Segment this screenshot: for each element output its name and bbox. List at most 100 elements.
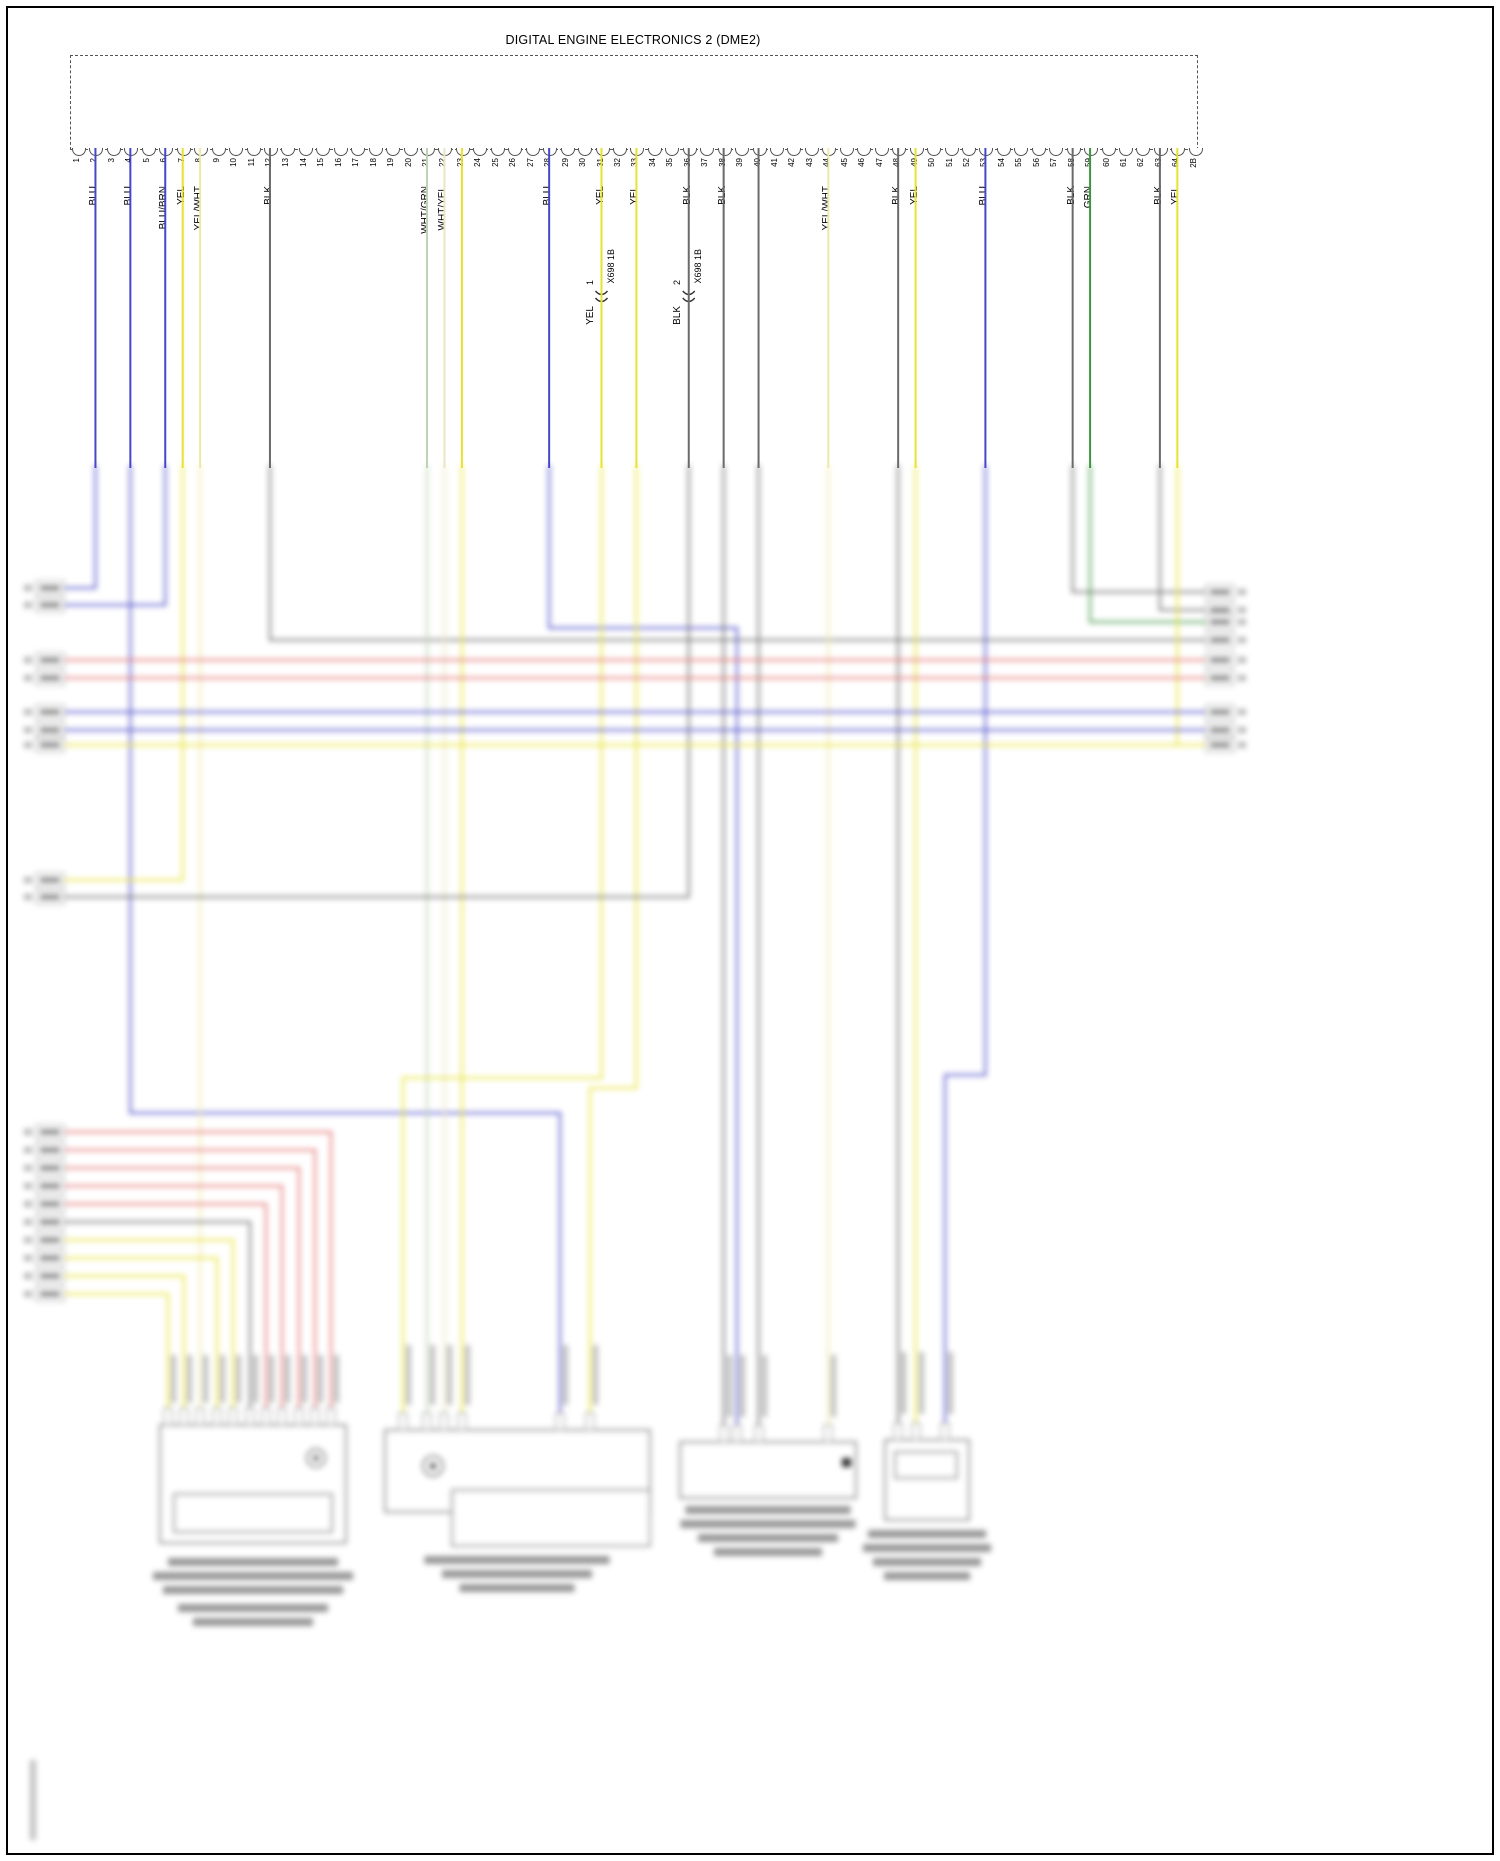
blurred-stub-number bbox=[1238, 742, 1246, 748]
blurred-text-line bbox=[168, 1558, 338, 1566]
component-3-marker bbox=[842, 1458, 851, 1467]
blurred-stub-number bbox=[24, 894, 32, 900]
wire-segment bbox=[1158, 465, 1206, 611]
blurred-stub-label bbox=[40, 1201, 60, 1207]
wire-segment bbox=[64, 1221, 251, 1425]
blurred-stub-number bbox=[24, 1129, 32, 1135]
wire-segment bbox=[1089, 465, 1206, 623]
component-pin bbox=[732, 1424, 742, 1443]
component-1-inner-box bbox=[173, 1493, 333, 1533]
blurred-stub-number bbox=[24, 657, 32, 663]
blurred-stub-number bbox=[1238, 727, 1246, 733]
blurred-stub-label bbox=[40, 1291, 60, 1297]
blurred-text-line bbox=[442, 1570, 592, 1578]
wire-segment bbox=[64, 1131, 332, 1425]
component-4-inner-box bbox=[894, 1451, 958, 1479]
wire-segment bbox=[268, 465, 1206, 641]
component-pin bbox=[422, 1412, 432, 1431]
component-pin bbox=[719, 1424, 729, 1443]
component-pin bbox=[940, 1422, 950, 1441]
component-pin bbox=[245, 1407, 255, 1426]
pin-bump bbox=[525, 148, 540, 156]
blurred-stub-label bbox=[40, 657, 60, 663]
blurred-content bbox=[0, 465, 1500, 1861]
blurred-wire-label bbox=[465, 1345, 470, 1405]
blurred-text-line bbox=[459, 1584, 575, 1592]
wire-segment bbox=[600, 148, 603, 468]
component-1-box bbox=[159, 1424, 347, 1544]
component-1-symbol-dot bbox=[313, 1455, 319, 1461]
blurred-text-line bbox=[680, 1520, 856, 1528]
blurred-wire-label bbox=[831, 1355, 836, 1417]
blurred-wire-label bbox=[563, 1345, 568, 1405]
pin-bump bbox=[490, 148, 505, 156]
blurred-wire-label bbox=[919, 1352, 924, 1414]
component-pin bbox=[228, 1407, 238, 1426]
blurred-stub-label bbox=[1210, 675, 1230, 681]
blurred-stub-label bbox=[1210, 637, 1230, 643]
wire-segment bbox=[1158, 148, 1161, 468]
component-pin bbox=[326, 1407, 336, 1426]
wire-segment bbox=[64, 1275, 185, 1425]
blurred-stub-number bbox=[24, 1147, 32, 1153]
blurred-stub-number bbox=[24, 585, 32, 591]
wire-segment bbox=[64, 465, 690, 898]
blurred-stub-label bbox=[40, 1237, 60, 1243]
blurred-wire-label bbox=[334, 1355, 339, 1403]
blurred-stub-label bbox=[40, 1165, 60, 1171]
blurred-stub-label bbox=[40, 742, 60, 748]
component-pin bbox=[163, 1407, 173, 1426]
blurred-text-line bbox=[153, 1572, 353, 1580]
blurred-wire-label bbox=[318, 1355, 323, 1403]
blurred-stub-number bbox=[24, 675, 32, 681]
component-pin bbox=[823, 1424, 833, 1443]
pin-bump bbox=[1101, 148, 1116, 156]
blurred-stub-label bbox=[40, 1129, 60, 1135]
blurred-stub-label bbox=[40, 1147, 60, 1153]
wire-segment bbox=[94, 148, 97, 468]
blurred-wire-label bbox=[203, 1355, 208, 1403]
blurred-stub-number bbox=[1238, 637, 1246, 643]
blurred-stub-number bbox=[1238, 709, 1246, 715]
component-4-box bbox=[884, 1439, 970, 1521]
component-pin bbox=[585, 1412, 595, 1431]
blurred-stub-number bbox=[24, 1291, 32, 1297]
pin-bump bbox=[403, 148, 418, 156]
blurred-text-line bbox=[863, 1544, 991, 1552]
wire-segment bbox=[64, 465, 184, 881]
blurred-text-line bbox=[884, 1572, 970, 1580]
blurred-stub-number bbox=[1238, 607, 1246, 613]
dme2-module-box bbox=[70, 55, 1198, 150]
blurred-stub-number bbox=[1238, 657, 1246, 663]
blurred-wire-label bbox=[253, 1355, 258, 1403]
pin-bump bbox=[839, 148, 854, 156]
blurred-stub-number bbox=[1238, 675, 1246, 681]
blurred-stub-label bbox=[1210, 589, 1230, 595]
blurred-text-line bbox=[178, 1604, 328, 1612]
blurred-text-line bbox=[193, 1618, 313, 1626]
wire-segment bbox=[268, 148, 271, 468]
pin-bump bbox=[246, 148, 261, 156]
blurred-lower-region bbox=[0, 465, 1500, 1861]
component-pin bbox=[398, 1412, 408, 1431]
pin-bump bbox=[333, 148, 348, 156]
blurred-text-line bbox=[714, 1548, 822, 1556]
blurred-stub-number bbox=[24, 1237, 32, 1243]
blurred-stub-label bbox=[40, 1219, 60, 1225]
blurred-stub-label bbox=[1210, 742, 1230, 748]
blurred-stub-number bbox=[24, 1165, 32, 1171]
component-2-symbol-dot bbox=[429, 1462, 437, 1470]
blurred-stub-label bbox=[40, 1183, 60, 1189]
component-2-lower-box bbox=[451, 1489, 651, 1547]
pin-bump bbox=[944, 148, 959, 156]
blurred-wire-label bbox=[740, 1355, 745, 1417]
blurred-stub-label bbox=[40, 1255, 60, 1261]
blurred-stub-label bbox=[1210, 709, 1230, 715]
blurred-stub-label bbox=[1210, 607, 1230, 613]
blurred-wire-label bbox=[948, 1352, 953, 1414]
wire-segment bbox=[589, 465, 638, 1430]
blurred-stub-label bbox=[1210, 657, 1230, 663]
blurred-footer-text bbox=[30, 1760, 36, 1840]
blurred-stub-label bbox=[40, 585, 60, 591]
wire-segment bbox=[64, 1167, 300, 1425]
